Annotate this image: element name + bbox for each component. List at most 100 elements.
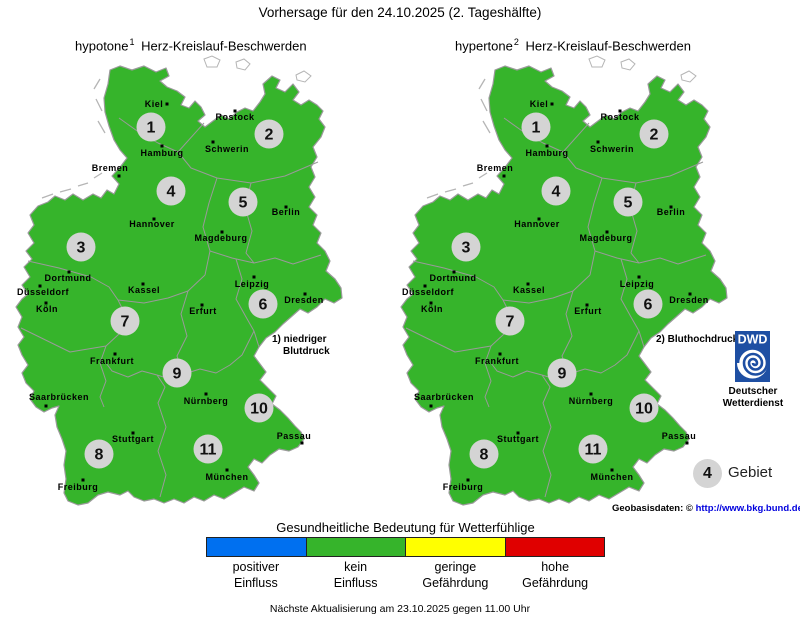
footnote-hypertone: 2) Bluthochdruck: [656, 334, 738, 346]
map-hypotone: Kiel Rostock Hamburg Schwerin Bremen Hannover…: [15, 55, 343, 506]
left-map-heading: hypotone1 Herz-Kreislauf-Beschwerden: [75, 37, 307, 53]
region-circle-11: [193, 434, 223, 464]
city-dot-stuttgart: [516, 431, 520, 435]
city-dot-dresden: [303, 292, 307, 296]
city-dot-schwerin: [211, 140, 215, 144]
right-heading-prefix: hypertone: [455, 38, 513, 54]
city-label-frankfurt: Frankfurt: [90, 356, 134, 366]
city-label-passau: Passau: [662, 431, 697, 441]
footnote-hypotone-line1: 1) niedriger: [272, 334, 327, 345]
city-label-koeln: Köln: [36, 304, 58, 314]
legend-segment-1: [207, 538, 306, 556]
city-dot-passau: [300, 441, 304, 445]
city-dot-duesseldorf: [38, 284, 42, 288]
city-label-koeln: Köln: [421, 304, 443, 314]
city-dot-berlin: [669, 205, 673, 209]
legend-label-4: hohe Gefährdung: [522, 560, 589, 590]
gebiet-sample-circle: 4: [693, 459, 722, 488]
city-dot-passau: [685, 441, 689, 445]
legend-title: Gesundheitliche Bedeutung für Wetterfühl…: [276, 520, 535, 535]
city-label-stuttgart: Stuttgart: [112, 434, 154, 444]
left-heading-superscript: 1: [129, 37, 135, 47]
legend-segment-3: [405, 538, 505, 556]
region-circle-7: [495, 306, 525, 336]
city-label-bremen: Bremen: [92, 163, 129, 173]
city-dot-muenchen: [225, 468, 229, 472]
city-label-kassel: Kassel: [128, 285, 160, 295]
city-dot-schwerin: [596, 140, 600, 144]
city-dot-kiel: [165, 102, 169, 106]
city-label-magdeburg: Magdeburg: [580, 233, 633, 243]
region-number-11: 11: [585, 442, 602, 459]
city-label-dortmund: Dortmund: [45, 273, 92, 283]
city-dot-dresden: [688, 292, 692, 296]
city-label-hamburg: Hamburg: [525, 148, 568, 158]
region-number-4: 4: [552, 184, 561, 201]
city-dot-muenchen: [610, 468, 614, 472]
city-label-saarbruecken: Saarbrücken: [414, 392, 474, 402]
footnote-hypotone: 1) niedriger Blutdruck: [272, 334, 330, 358]
geo-credit-prefix: Geobasisdaten: ©: [612, 503, 696, 514]
city-dot-dortmund: [452, 270, 456, 274]
region-circle-4: [156, 176, 186, 206]
city-dot-kiel: [550, 102, 554, 106]
right-heading-rest: Herz-Kreislauf-Beschwerden: [525, 38, 691, 54]
region-circle-9: [547, 358, 577, 388]
footnote-hypertone-line1: 2) Bluthochdruck: [656, 334, 739, 345]
city-label-berlin: Berlin: [272, 207, 301, 217]
city-label-freiburg: Freiburg: [443, 482, 484, 492]
city-label-magdeburg: Magdeburg: [195, 233, 248, 243]
city-label-schwerin: Schwerin: [205, 144, 249, 154]
city-dot-frankfurt: [498, 352, 502, 356]
city-dot-kassel: [526, 282, 530, 286]
region-number-9: 9: [558, 366, 567, 383]
city-label-nuernberg: Nürnberg: [569, 396, 614, 406]
city-dot-erfurt: [585, 303, 589, 307]
city-dot-duesseldorf: [423, 284, 427, 288]
legend-label-1: positiver Einfluss: [232, 560, 280, 590]
region-circle-1: [136, 112, 166, 142]
city-dot-magdeburg: [605, 230, 609, 234]
region-circle-8: [469, 439, 499, 469]
update-note: Nächste Aktualisierung am 23.10.2025 geg…: [269, 603, 531, 615]
city-dot-hamburg: [545, 144, 549, 148]
right-heading-superscript: 2: [513, 37, 519, 47]
geo-credit: Geobasisdaten: © http://www.bkg.bund.de: [612, 503, 800, 514]
region-circle-10: [629, 393, 659, 423]
region-number-3: 3: [77, 240, 86, 257]
region-number-4: 4: [167, 184, 176, 201]
city-label-passau: Passau: [277, 431, 312, 441]
region-circle-9: [162, 358, 192, 388]
region-circle-2: [639, 119, 669, 149]
city-dot-magdeburg: [220, 230, 224, 234]
city-label-erfurt: Erfurt: [189, 306, 217, 316]
city-dot-saarbruecken: [429, 404, 433, 408]
region-number-11: 11: [200, 442, 217, 459]
gebiet-label: Gebiet: [728, 464, 773, 481]
region-circle-2: [254, 119, 284, 149]
city-dot-nuernberg: [589, 392, 593, 396]
city-label-kiel: Kiel: [145, 99, 164, 109]
city-label-hamburg: Hamburg: [140, 148, 183, 158]
region-circle-6: [633, 289, 663, 319]
left-heading-prefix: hypotone: [75, 38, 129, 54]
region-circle-1: [521, 112, 551, 142]
city-label-dresden: Dresden: [284, 295, 324, 305]
region-number-7: 7: [506, 314, 515, 331]
city-dot-hannover: [537, 217, 541, 221]
region-circle-7: [110, 306, 140, 336]
region-number-5: 5: [624, 195, 633, 212]
city-dot-leipzig: [637, 275, 641, 279]
region-circle-8: [84, 439, 114, 469]
bkg-link[interactable]: http://www.bkg.bund.de: [695, 503, 800, 514]
city-label-leipzig: Leipzig: [235, 279, 270, 289]
city-dot-erfurt: [200, 303, 204, 307]
right-map-heading: hypertone2 Herz-Kreislauf-Beschwerden: [455, 37, 691, 53]
city-label-schwerin: Schwerin: [590, 144, 634, 154]
city-dot-rostock: [233, 109, 237, 113]
region-number-5: 5: [239, 195, 248, 212]
region-circle-11: [578, 434, 608, 464]
city-dot-bremen: [117, 174, 121, 178]
legend-segment-2: [305, 538, 405, 556]
